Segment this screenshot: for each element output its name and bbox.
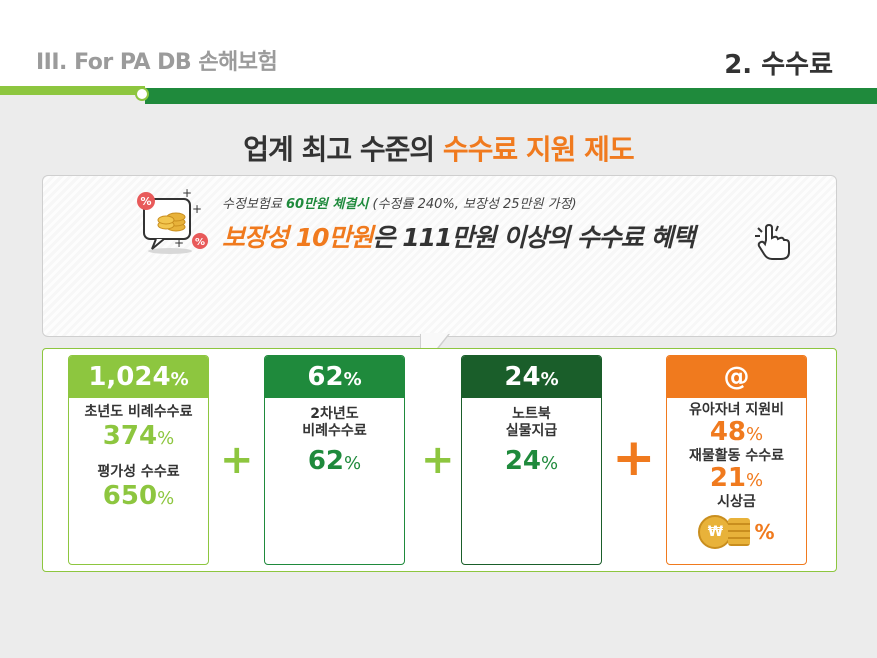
card-header-unit: % (170, 369, 189, 390)
coin-row: ₩ % (667, 515, 806, 549)
card-header: 62% (265, 356, 404, 398)
card-item-unit: % (746, 424, 764, 445)
card-item-value: 650% (69, 481, 208, 514)
card-item-label: 시상금 (717, 494, 756, 510)
card-item-number: 24 (504, 446, 542, 476)
card-item-value: 374% (69, 421, 208, 454)
plus-operator-icon: + (220, 437, 254, 483)
callout-main-suffix: 은 111만원 이상의 수수료 혜택 (372, 223, 696, 252)
card-item-number: 21 (709, 463, 747, 493)
card-item-label-line: 실물지급 (505, 423, 558, 439)
card-item-label: 평가성 수수료 (97, 464, 180, 480)
card-item-label-line: 비례수수료 (302, 423, 367, 439)
benefit-card-laptop: 24% 노트북 실물지급 24% (461, 355, 602, 565)
card-item-unit: % (344, 453, 362, 474)
card-item-unit: % (157, 488, 175, 509)
calculator-coins-icon: % % + + + (137, 186, 208, 254)
card-item-value: 24% (462, 446, 601, 479)
card-header-unit: % (343, 369, 362, 390)
card-item-label: 초년도 비례수수료 (84, 404, 193, 420)
card-item-label: 재물활동 수수료 (688, 448, 785, 464)
card-item-number: 650 (102, 481, 158, 511)
header-accent-dot (135, 87, 149, 101)
card-header: @ (667, 356, 806, 398)
card-item-value: 21% (667, 465, 806, 494)
card-item-unit: % (157, 428, 175, 449)
section-label: III. For PA DB 손해보험 (36, 50, 278, 75)
card-header-value: @ (723, 362, 750, 392)
header-accent-bar-dark (145, 88, 877, 104)
svg-text:%: % (140, 195, 151, 208)
card-header-value: 62 (307, 362, 344, 392)
coin-icon: ₩ (698, 515, 733, 549)
card-item-label: 유아자녀 지원비 (688, 402, 785, 418)
headline-prefix: 업계 최고 수준의 (243, 133, 443, 166)
card-item-label-line: 2차년도 (310, 406, 359, 422)
plus-operator-icon: + (612, 428, 656, 488)
card-item-value: 62% (265, 446, 404, 479)
benefit-card-extra: @ 유아자녀 지원비 48% 재물활동 수수료 21% 시상금 ₩ % (666, 355, 807, 565)
callout-sub-prefix: 수정보험료 (222, 197, 286, 212)
card-header: 24% (462, 356, 601, 398)
coin-stack-icon (728, 518, 751, 546)
card-header-value: 1,024 (88, 362, 171, 392)
benefit-card-first-year: 1,024% 초년도 비례수수료 374% 평가성 수수료 650% (68, 355, 209, 565)
svg-text:+: + (174, 236, 184, 250)
callout-subline: 수정보험료 60만원 체결시 (수정률 240%, 보장성 25만원 가정) (222, 193, 577, 212)
svg-text:+: + (192, 202, 202, 216)
card-item-unit: % (754, 520, 775, 544)
plus-operator-icon: + (421, 437, 455, 483)
card-item-unit: % (746, 470, 764, 491)
header-accent-bar-light (0, 86, 145, 95)
callout-main-highlight: 보장성 10만원 (222, 223, 373, 252)
card-item-value: 48% (667, 419, 806, 448)
page-title: 2. 수수료 (724, 50, 833, 80)
card-item-number: 62 (307, 446, 345, 476)
card-item-label-line: 노트북 (512, 406, 551, 422)
callout-sub-highlight: 60만원 체결시 (285, 197, 369, 212)
card-header-value: 24 (504, 362, 541, 392)
benefit-card-second-year: 62% 2차년도 비례수수료 62% (264, 355, 405, 565)
svg-text:%: % (195, 237, 205, 248)
card-item-unit: % (541, 453, 559, 474)
card-header-unit: % (540, 369, 559, 390)
callout-mainline: 보장성 10만원은 111만원 이상의 수수료 혜택 (222, 218, 696, 254)
card-header: 1,024% (69, 356, 208, 398)
svg-text:+: + (182, 186, 192, 200)
card-item-number: 48 (709, 417, 747, 447)
header: III. For PA DB 손해보험 2. 수수료 (0, 0, 877, 88)
callout-sub-suffix: (수정률 240%, 보장성 25만원 가정) (368, 197, 577, 212)
card-item-number: 374 (102, 421, 158, 451)
headline-highlight: 수수료 지원 제도 (442, 133, 635, 166)
headline: 업계 최고 수준의 수수료 지원 제도 (0, 128, 877, 168)
pointing-hand-icon (755, 223, 790, 260)
